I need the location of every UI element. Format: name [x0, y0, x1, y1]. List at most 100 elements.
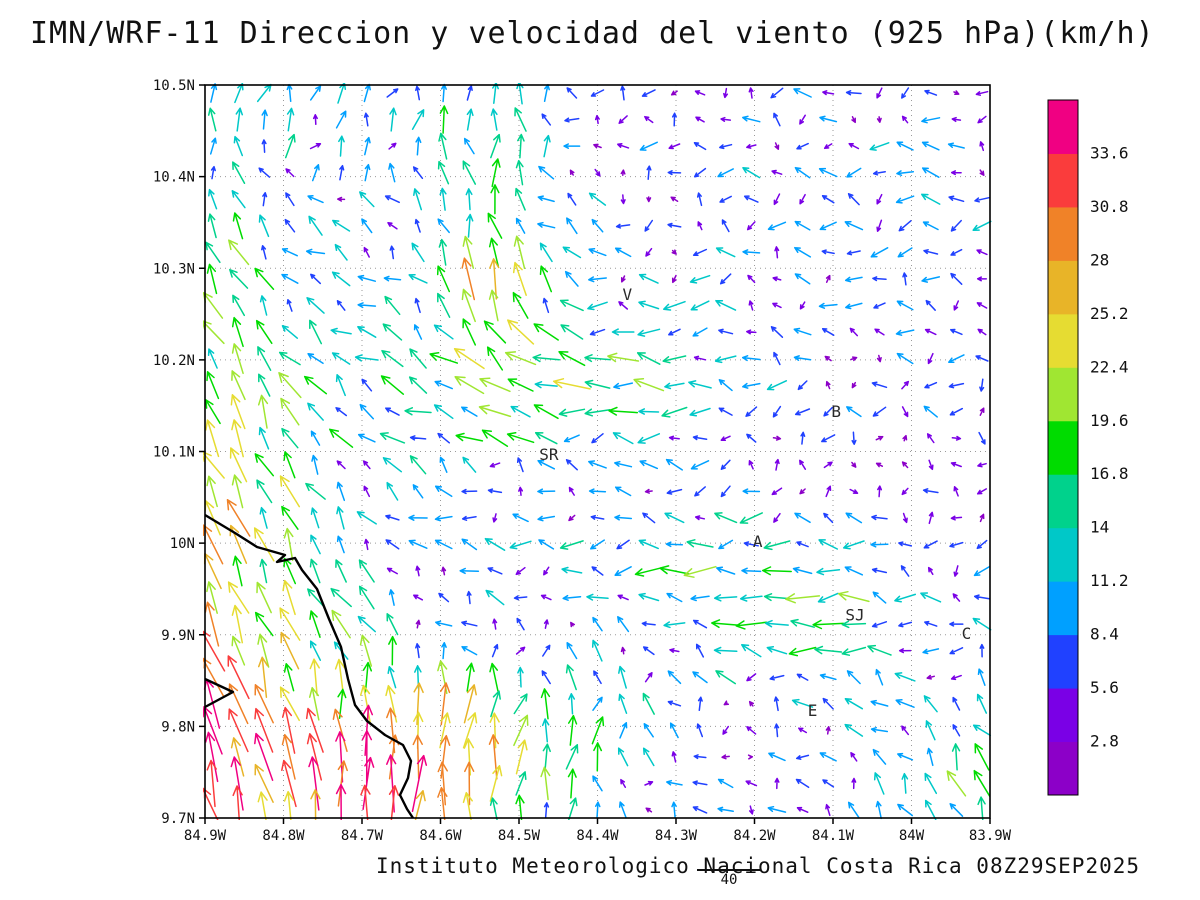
wind-arrow	[894, 672, 916, 682]
wind-arrow	[636, 352, 661, 365]
wind-arrow	[439, 682, 451, 726]
wind-arrow	[534, 381, 558, 389]
wind-arrow	[871, 621, 888, 628]
wind-arrow	[895, 329, 915, 336]
wind-arrow	[714, 355, 737, 364]
coastline-main	[204, 513, 414, 819]
wind-arrow	[617, 594, 629, 601]
wind-arrow	[614, 247, 632, 258]
wind-arrow	[489, 258, 500, 300]
wind-arrow	[466, 108, 474, 131]
wind-arrow	[231, 316, 244, 348]
y-tick-label: 9.8N	[161, 719, 195, 735]
wind-arrow	[339, 164, 345, 181]
wind-arrow	[311, 164, 320, 182]
wind-arrow	[230, 394, 246, 430]
wind-arrow	[204, 731, 219, 783]
wind-arrow	[306, 733, 323, 781]
wind-arrow	[308, 686, 320, 721]
wind-arrow	[412, 166, 424, 180]
wind-arrow	[694, 515, 706, 521]
colorbar-segment	[1048, 634, 1078, 689]
wind-arrow	[357, 274, 377, 282]
wind-arrow	[923, 405, 938, 418]
wind-arrow	[207, 107, 217, 132]
wind-arrow	[720, 459, 731, 470]
wind-arrow	[796, 673, 809, 681]
wind-arrow	[973, 594, 991, 600]
wind-arrow	[489, 462, 501, 468]
wind-arrow	[774, 777, 780, 790]
wind-arrow	[718, 539, 734, 550]
wind-arrow	[257, 791, 268, 820]
wind-arrow	[561, 566, 583, 574]
wind-arrow	[261, 245, 267, 260]
wind-arrow	[305, 482, 326, 500]
wind-arrow	[387, 222, 398, 230]
wind-arrow	[799, 301, 806, 310]
wind-arrow	[659, 565, 690, 575]
wind-arrow	[924, 381, 938, 389]
wind-arrow	[614, 566, 632, 576]
wind-arrow	[873, 302, 886, 309]
wind-arrow	[950, 328, 963, 336]
wind-arrow	[231, 635, 246, 666]
wind-arrow	[897, 803, 914, 817]
wind-arrow	[666, 779, 683, 786]
wind-arrow	[871, 514, 888, 521]
wind-arrow	[558, 351, 586, 367]
wind-arrow	[509, 540, 532, 550]
wind-arrow	[720, 116, 732, 122]
wind-arrow	[950, 674, 962, 681]
wind-arrow	[620, 275, 626, 283]
wind-arrow	[307, 588, 325, 607]
wind-arrow	[308, 215, 323, 236]
wind-arrow	[645, 247, 653, 257]
wind-arrow	[844, 723, 864, 737]
wind-arrow	[638, 539, 659, 550]
colorbar-segment	[1048, 527, 1078, 582]
wind-arrow	[825, 803, 831, 817]
wind-arrow	[429, 352, 459, 364]
wind-arrow	[794, 273, 811, 285]
wind-arrow	[690, 300, 710, 311]
colorbar-segment	[1048, 153, 1078, 208]
station-label: SR	[539, 445, 559, 464]
wind-arrow	[364, 538, 370, 551]
wind-arrow	[259, 558, 268, 584]
wind-arrow	[257, 346, 272, 371]
wind-arrow	[976, 488, 988, 495]
wind-arrow	[719, 195, 732, 203]
wind-arrow	[478, 404, 512, 418]
wind-arrow	[518, 486, 524, 496]
wind-arrow	[772, 435, 782, 441]
wind-arrow	[516, 457, 524, 473]
wind-arrow	[439, 712, 451, 749]
wind-arrow	[975, 355, 989, 362]
wind-arrow	[692, 327, 708, 337]
wind-arrow	[413, 188, 423, 211]
wind-arrow	[823, 461, 833, 469]
wind-arrow	[541, 670, 551, 685]
wind-arrow	[230, 737, 245, 777]
wind-arrow	[408, 539, 428, 549]
wind-arrow	[871, 381, 888, 389]
wind-arrow	[463, 738, 475, 776]
wind-arrow	[950, 272, 963, 285]
wind-arrow	[799, 114, 806, 125]
wind-arrow	[232, 212, 244, 240]
wind-arrow	[254, 684, 274, 724]
wind-arrow	[538, 539, 555, 550]
wind-arrow	[361, 378, 373, 392]
wind-arrow	[362, 756, 375, 811]
wind-arrow	[721, 219, 730, 233]
wind-arrow	[665, 541, 684, 548]
wind-arrow	[977, 462, 987, 468]
station-label: B	[831, 402, 841, 421]
wind-arrow	[614, 460, 633, 468]
wind-arrow	[922, 488, 939, 494]
chart-footer: Instituto Meteorologico Nacional Costa R…	[376, 854, 1141, 878]
wind-arrow	[539, 265, 553, 293]
wind-arrow	[799, 459, 807, 470]
wind-arrow	[619, 722, 628, 739]
